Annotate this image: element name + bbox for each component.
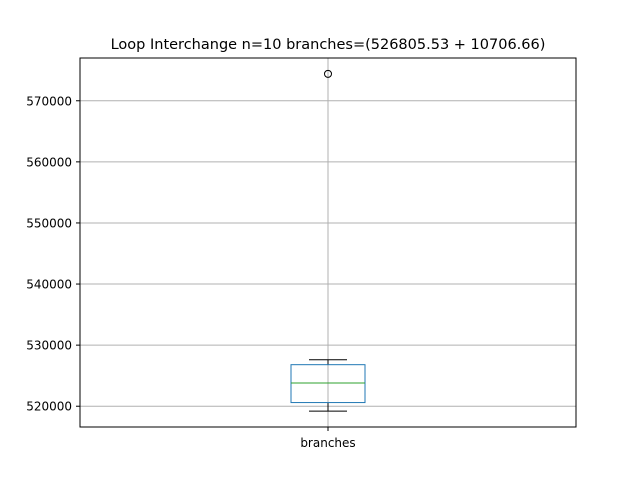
outlier-point xyxy=(324,69,332,78)
x-axis: branches xyxy=(300,427,356,450)
chart-title: Loop Interchange n=10 branches=(526805.5… xyxy=(111,37,546,53)
x-tick-label: branches xyxy=(300,436,355,450)
y-tick-label: 570000 xyxy=(26,94,72,108)
y-tick-label: 520000 xyxy=(26,400,72,414)
y-tick-label: 560000 xyxy=(26,155,72,169)
iqr-box xyxy=(290,364,366,404)
y-tick-label: 540000 xyxy=(26,278,72,292)
y-tick-label: 550000 xyxy=(26,216,72,230)
y-axis: 520000 530000 540000 550000 560000 570000 xyxy=(26,94,80,414)
y-tick-label: 530000 xyxy=(26,339,72,353)
grid-lines xyxy=(80,58,576,427)
box-series xyxy=(290,69,366,412)
